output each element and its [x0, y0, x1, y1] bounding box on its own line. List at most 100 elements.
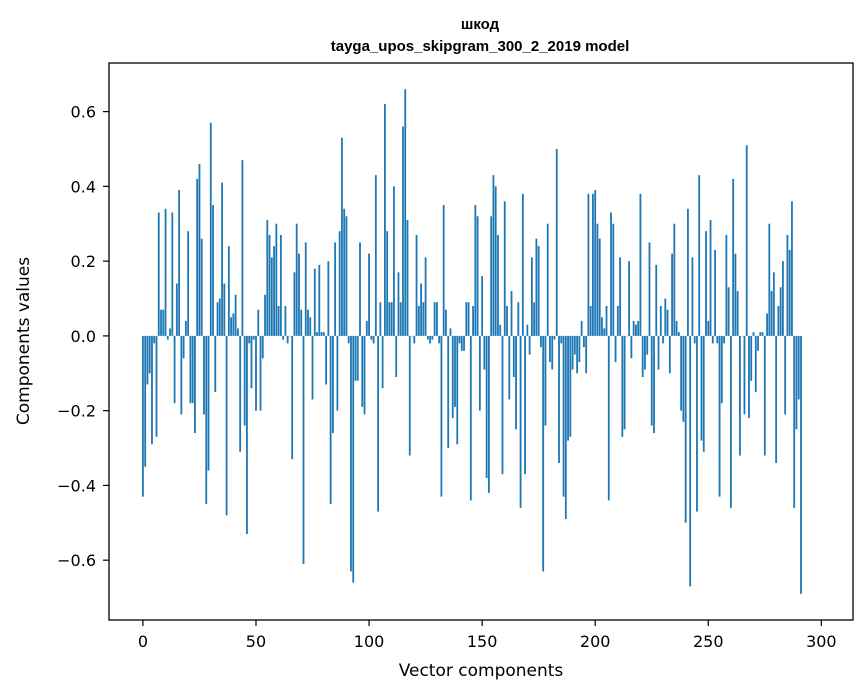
bar-272 [757, 336, 759, 351]
bar-251 [710, 220, 712, 336]
bar-132 [441, 336, 443, 497]
bar-171 [529, 336, 531, 355]
bar-190 [572, 336, 574, 370]
bar-206 [608, 336, 610, 500]
bar-174 [536, 239, 538, 336]
bar-145 [470, 336, 472, 500]
bar-14 [174, 336, 176, 403]
bar-5 [153, 336, 155, 343]
bar-37 [226, 336, 228, 515]
bar-144 [468, 302, 470, 336]
bar-196 [585, 336, 587, 373]
bar-148 [477, 216, 479, 336]
bar-186 [563, 336, 565, 497]
bar-135 [447, 336, 449, 448]
bar-98 [364, 336, 366, 415]
bar-181 [551, 336, 553, 370]
bar-260 [730, 336, 732, 508]
bar-242 [689, 336, 691, 586]
bar-204 [603, 328, 605, 335]
bar-281 [777, 306, 779, 336]
chart-title-line1: шкод [461, 16, 500, 33]
bar-57 [271, 257, 273, 336]
chart-title-line2: tayga_upos_skipgram_300_2_2019 model [331, 38, 630, 55]
y-tick-label: −0.6 [57, 551, 96, 570]
bar-211 [619, 257, 621, 336]
bar-164 [513, 336, 515, 377]
bar-121 [416, 235, 418, 336]
bar-120 [413, 336, 415, 343]
bar-276 [766, 313, 768, 335]
bar-168 [522, 194, 524, 336]
bar-227 [655, 265, 657, 336]
bar-284 [784, 336, 786, 415]
x-tick-label: 150 [467, 632, 498, 651]
bar-29 [208, 336, 210, 471]
bar-264 [739, 336, 741, 456]
bar-17 [180, 336, 182, 415]
bar-280 [775, 336, 777, 463]
bar-285 [787, 235, 789, 336]
bar-122 [418, 306, 420, 336]
bar-143 [465, 302, 467, 336]
bar-34 [219, 299, 221, 336]
bar-28 [205, 336, 207, 504]
bar-182 [554, 336, 556, 340]
bar-153 [488, 336, 490, 493]
bar-80 [323, 332, 325, 336]
bar-115 [402, 127, 404, 336]
bar-72 [305, 242, 307, 335]
bar-136 [450, 328, 452, 335]
bar-117 [407, 220, 409, 336]
bar-291 [800, 336, 802, 594]
bar-124 [422, 302, 424, 336]
bar-198 [590, 306, 592, 336]
bar-218 [635, 325, 637, 336]
bar-112 [395, 336, 397, 377]
x-tick-label: 250 [693, 632, 724, 651]
bar-39 [230, 317, 232, 336]
bar-90 [346, 216, 348, 336]
bar-128 [431, 336, 433, 340]
bar-111 [393, 186, 395, 336]
bar-100 [368, 254, 370, 336]
bar-236 [676, 321, 678, 336]
bar-231 [664, 299, 666, 336]
bar-38 [228, 246, 230, 336]
bar-125 [425, 257, 427, 336]
bar-178 [545, 336, 547, 426]
bar-76 [314, 269, 316, 336]
bar-35 [221, 183, 223, 336]
bar-103 [375, 175, 377, 336]
bar-175 [538, 246, 540, 336]
bar-209 [615, 336, 617, 362]
bar-75 [312, 336, 314, 400]
bar-150 [481, 276, 483, 336]
bar-201 [597, 224, 599, 336]
bar-79 [321, 332, 323, 336]
bar-152 [486, 336, 488, 478]
bar-13 [171, 213, 173, 336]
bar-192 [576, 336, 578, 373]
bar-134 [445, 310, 447, 336]
bar-62 [282, 336, 284, 340]
bar-67 [294, 272, 296, 336]
bar-287 [791, 201, 793, 336]
bar-86 [337, 336, 339, 411]
bar-160 [504, 201, 506, 336]
bar-193 [578, 336, 580, 362]
bar-183 [556, 149, 558, 336]
bar-249 [705, 231, 707, 336]
bar-22 [192, 336, 194, 403]
bar-18 [183, 336, 185, 358]
bar-180 [549, 336, 551, 362]
bar-158 [499, 325, 501, 336]
bar-262 [735, 254, 737, 336]
bar-223 [646, 336, 648, 355]
bar-110 [391, 302, 393, 336]
bar-252 [712, 336, 714, 343]
bar-33 [217, 302, 219, 336]
bar-255 [719, 336, 721, 497]
bar-78 [318, 265, 320, 336]
bar-283 [782, 261, 784, 336]
